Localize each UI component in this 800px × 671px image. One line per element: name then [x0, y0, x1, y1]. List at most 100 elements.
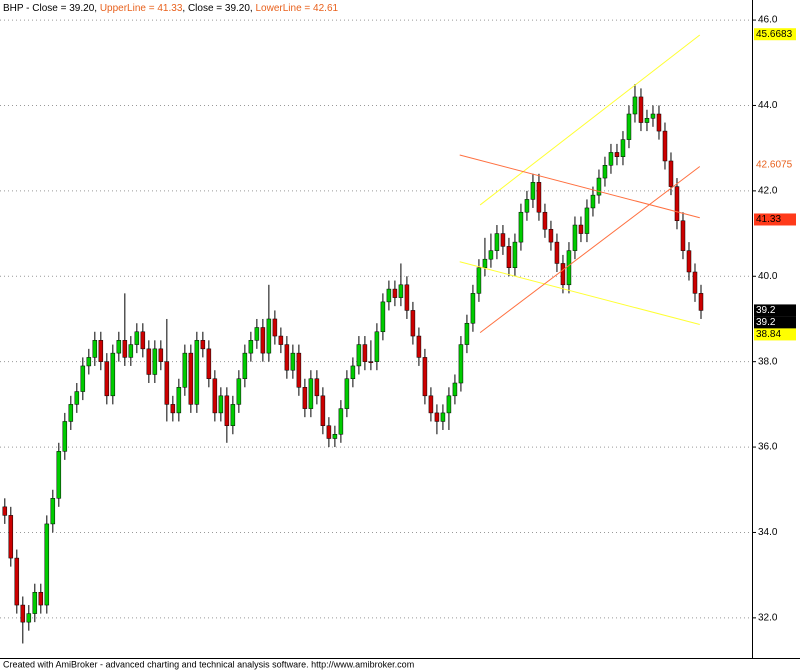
- candle-body: [266, 318, 272, 354]
- candle-body: [536, 182, 542, 213]
- candle-body: [608, 152, 614, 166]
- candle-body: [278, 335, 284, 345]
- candle-body: [320, 395, 326, 426]
- candle-body: [272, 318, 278, 337]
- candle-body: [392, 288, 398, 298]
- candle-body: [338, 408, 344, 435]
- trend-line: [459, 154, 700, 219]
- candle-body: [470, 293, 476, 324]
- candle-body: [68, 404, 74, 422]
- candle-body: [512, 241, 518, 268]
- candle-body: [380, 301, 386, 333]
- candle-body: [350, 365, 356, 379]
- candle-body: [302, 387, 308, 409]
- candle-body: [128, 344, 134, 358]
- candle-body: [410, 310, 416, 337]
- candle-body: [188, 352, 194, 405]
- candle-body: [308, 378, 314, 409]
- candle-body: [326, 425, 332, 439]
- candle-body: [638, 96, 644, 123]
- candle-body: [530, 182, 536, 200]
- axis-marker-box: [754, 158, 796, 171]
- candle-body: [200, 340, 206, 350]
- candle-body: [518, 211, 524, 243]
- candle-body: [236, 378, 242, 405]
- axis-marker-label: 42.6075: [756, 160, 793, 171]
- candle-body: [554, 241, 560, 264]
- candle-body: [296, 352, 302, 388]
- chart-title: BHP - Close = 39.20, UpperLine = 41.33, …: [3, 3, 339, 14]
- candle-body: [152, 348, 158, 375]
- candle-body: [314, 378, 320, 397]
- candle-body: [254, 327, 260, 341]
- candle-body: [2, 506, 8, 516]
- title-part: LowerLine = 42.61: [256, 3, 339, 14]
- candle-body: [572, 224, 578, 251]
- y-tick-label: 36.0: [758, 442, 778, 453]
- candle-body: [164, 361, 170, 405]
- y-tick-label: 44.0: [758, 100, 778, 111]
- candle-body: [140, 331, 146, 350]
- candle-body: [422, 357, 428, 397]
- candle-body: [8, 515, 14, 559]
- candle-body: [590, 194, 596, 209]
- axis-marker-label: 45.6683: [756, 29, 793, 40]
- candle-body: [698, 293, 704, 311]
- title-part: , Close = 39.20,: [182, 3, 255, 14]
- candle-body: [692, 271, 698, 294]
- y-tick-label: 46.0: [758, 15, 778, 26]
- candle-body: [560, 263, 566, 286]
- candle-body: [488, 250, 494, 260]
- candle-body: [626, 113, 632, 140]
- y-tick-label: 32.0: [758, 613, 778, 624]
- candle-body: [92, 340, 98, 358]
- candle-body: [464, 322, 470, 345]
- candle-body: [38, 591, 44, 606]
- candle-body: [218, 395, 224, 414]
- candle-body: [248, 340, 254, 354]
- axis-marker-box: [754, 213, 796, 226]
- axis-marker-label: 38.84: [756, 329, 781, 340]
- y-tick-label: 42.0: [758, 186, 778, 197]
- axis-marker-box: [754, 328, 796, 341]
- candle-body: [662, 130, 668, 162]
- candle-body: [14, 557, 20, 606]
- candle-body: [482, 258, 488, 268]
- candle-body: [158, 348, 164, 362]
- candle-body: [452, 382, 458, 397]
- candle-body: [686, 250, 692, 273]
- candle-body: [344, 378, 350, 409]
- candle-body: [494, 233, 500, 251]
- trend-line: [479, 34, 701, 206]
- candle-body: [596, 177, 602, 196]
- candle-body: [578, 224, 584, 234]
- candle-body: [74, 391, 80, 405]
- candle-body: [416, 335, 422, 358]
- candle-body: [434, 412, 440, 422]
- candle-body: [32, 591, 38, 614]
- candle-body: [80, 365, 86, 392]
- candle-body: [176, 387, 182, 414]
- candle-body: [104, 361, 110, 397]
- candle-body: [440, 412, 446, 422]
- candle-body: [476, 267, 482, 294]
- candle-body: [116, 340, 122, 354]
- candle-body: [62, 421, 68, 452]
- candle-body: [644, 118, 650, 123]
- candle-body: [284, 344, 290, 371]
- candle-body: [374, 331, 380, 362]
- candle-body: [620, 139, 626, 157]
- candle-body: [86, 357, 92, 367]
- candle-body: [242, 352, 248, 379]
- candle-body: [656, 113, 662, 132]
- candle-body: [44, 523, 50, 606]
- y-tick-label: 34.0: [758, 527, 778, 538]
- candle-body: [182, 352, 188, 388]
- candle-body: [98, 340, 104, 362]
- candle-body: [566, 250, 572, 286]
- candle-body: [404, 284, 410, 311]
- candle-body: [506, 246, 512, 268]
- trend-line: [479, 166, 701, 334]
